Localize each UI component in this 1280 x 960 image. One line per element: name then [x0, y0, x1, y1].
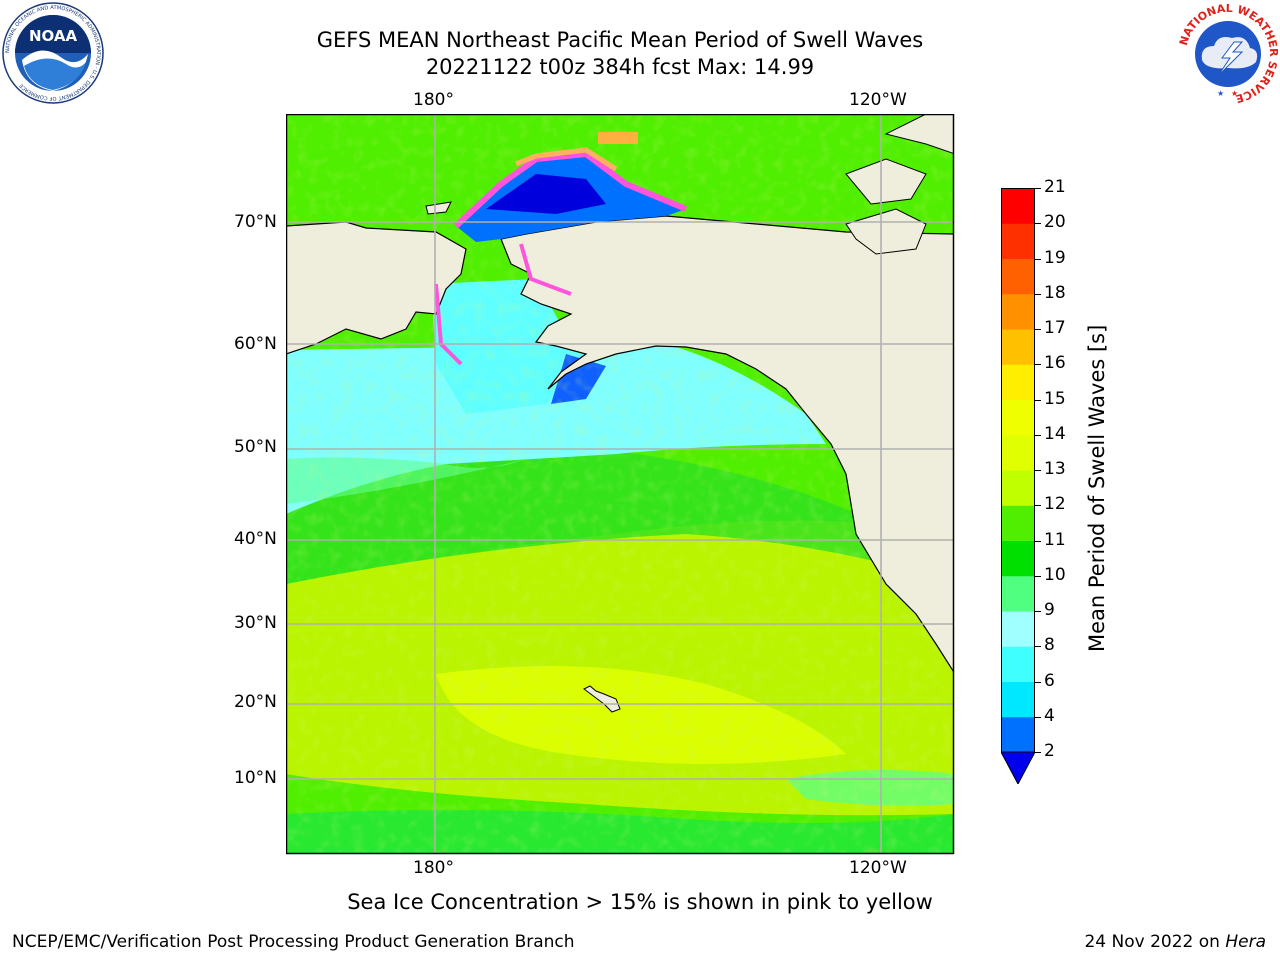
lat-label-40n: 40°N [234, 529, 277, 549]
colorbar-tick-mark [1035, 681, 1041, 683]
colorbar-tick-mark [1035, 399, 1041, 401]
colorbar-tick-mark [1035, 752, 1041, 753]
colorbar [1001, 188, 1035, 784]
colorbar-tick-label: 2 [1044, 741, 1055, 761]
colorbar-swatch [1001, 646, 1035, 682]
colorbar-tick-label: 11 [1044, 529, 1066, 550]
colorbar-tick-label: 4 [1044, 705, 1055, 726]
colorbar-tick-label: 6 [1044, 670, 1055, 691]
colorbar-swatch [1001, 399, 1035, 436]
noaa-wordmark: NOAA [29, 27, 78, 45]
ice-patch [598, 132, 638, 144]
colorbar-tick-label: 8 [1044, 635, 1055, 656]
colorbar-swatch [1001, 681, 1035, 718]
colorbar-tick-mark [1035, 716, 1041, 718]
colorbar-swatch [1001, 329, 1035, 365]
colorbar-frame [1001, 188, 1035, 752]
colorbar-swatch [1001, 293, 1035, 330]
lat-label-70n: 70°N [234, 212, 277, 232]
colorbar-tick-mark [1035, 611, 1041, 612]
alaska-canada-land [500, 215, 954, 674]
colorbar-tick-label: 21 [1044, 177, 1066, 197]
colorbar-tick-mark [1035, 434, 1041, 436]
arctic-island-3 [845, 158, 927, 205]
colorbar-tick-label: 15 [1044, 388, 1066, 409]
colorbar-tick-label: 10 [1044, 564, 1066, 585]
colorbar-tick-label: 12 [1044, 494, 1066, 515]
colorbar-tick-mark [1035, 223, 1041, 225]
colorbar-swatch [1001, 470, 1035, 506]
map-frame [286, 114, 955, 855]
colorbar-swatch [1001, 575, 1035, 612]
footer-branch: NCEP/EMC/Verification Post Processing Pr… [12, 932, 575, 952]
sea-ice-note: Sea Ice Concentration > 15% is shown in … [347, 890, 933, 914]
arctic-island-2 [884, 114, 954, 155]
lon-label-top-180: 180° [413, 90, 454, 110]
nws-logo: NATIONAL WEATHER SERVICE ★ ★ [1176, 2, 1280, 106]
colorbar-tick-mark [1035, 575, 1041, 577]
colorbar-swatch [1001, 434, 1035, 471]
chukchi-ice-edge-field [486, 174, 606, 214]
siberia-land [286, 221, 467, 355]
sea-ice-edge [453, 150, 688, 229]
colorbar-extend-arrow [1001, 751, 1035, 784]
lat-label-10n: 10°N [234, 768, 277, 788]
footer-date-text: 24 Nov 2022 on [1084, 932, 1226, 952]
lon-label-bottom-180: 180° [413, 858, 454, 878]
wrangel-island [425, 201, 452, 215]
colorbar-label: Mean Period of Swell Waves [s] [1085, 324, 1109, 652]
colorbar-swatch [1001, 611, 1035, 647]
map-subtitle: 20221122 t00z 384h fcst Max: 14.99 [425, 55, 815, 79]
footer-machine: Hera [1225, 932, 1266, 952]
sea-ice-edge-outer [515, 147, 618, 172]
noaa-logo: NATIONAL OCEANIC AND ATMOSPHERIC ADMINIS… [2, 2, 104, 104]
lon-label-top-120w: 120°W [849, 90, 907, 110]
lon-label-bottom-120w: 120°W [849, 858, 907, 878]
colorbar-tick-label: 19 [1044, 247, 1066, 268]
colorbar-tick-mark [1035, 470, 1041, 471]
lat-label-50n: 50°N [234, 437, 277, 457]
arctic-island-1 [845, 208, 927, 255]
footer-date: 24 Nov 2022 on Hera [1084, 932, 1266, 952]
colorbar-tick-mark [1035, 188, 1041, 189]
hawaii-islands [583, 685, 621, 713]
colorbar-tick-label: 16 [1044, 353, 1066, 374]
colorbar-swatch [1001, 540, 1035, 577]
colorbar-tick-label: 13 [1044, 459, 1066, 479]
colorbar-tick-label: 18 [1044, 282, 1066, 303]
colorbar-tick-label: 17 [1044, 318, 1066, 338]
norton-ice-edge [519, 243, 572, 296]
colorbar-tick-mark [1035, 364, 1041, 366]
colorbar-tick-label: 14 [1044, 423, 1066, 444]
svg-text:★: ★ [1231, 89, 1238, 98]
colorbar-swatch [1001, 505, 1035, 541]
colorbar-swatch [1001, 223, 1035, 259]
colorbar-tick-label: 9 [1044, 600, 1055, 620]
lat-label-30n: 30°N [234, 613, 277, 633]
colorbar-tick-mark [1035, 540, 1041, 542]
lat-label-60n: 60°N [234, 334, 277, 354]
colorbar-tick-label: 20 [1044, 212, 1066, 233]
map-panel [286, 114, 955, 855]
colorbar-tick-mark [1035, 258, 1041, 260]
svg-text:★: ★ [1217, 89, 1224, 98]
colorbar-tick-mark [1035, 505, 1041, 507]
colorbar-swatch [1001, 188, 1035, 224]
colorbar-tick-mark [1035, 646, 1041, 648]
colorbar-tick-mark [1035, 329, 1041, 330]
colorbar-swatch [1001, 716, 1035, 753]
colorbar-swatch [1001, 364, 1035, 400]
lat-label-20n: 20°N [234, 692, 277, 712]
graticule [286, 114, 954, 854]
colorbar-tick-mark [1035, 293, 1041, 295]
colorbar-swatch [1001, 258, 1035, 295]
map-title: GEFS MEAN Northeast Pacific Mean Period … [316, 28, 924, 52]
